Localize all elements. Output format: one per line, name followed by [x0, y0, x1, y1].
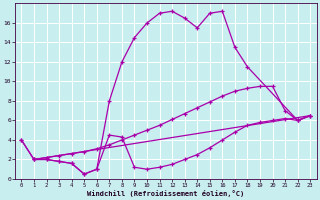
X-axis label: Windchill (Refroidissement éolien,°C): Windchill (Refroidissement éolien,°C) — [87, 190, 244, 197]
